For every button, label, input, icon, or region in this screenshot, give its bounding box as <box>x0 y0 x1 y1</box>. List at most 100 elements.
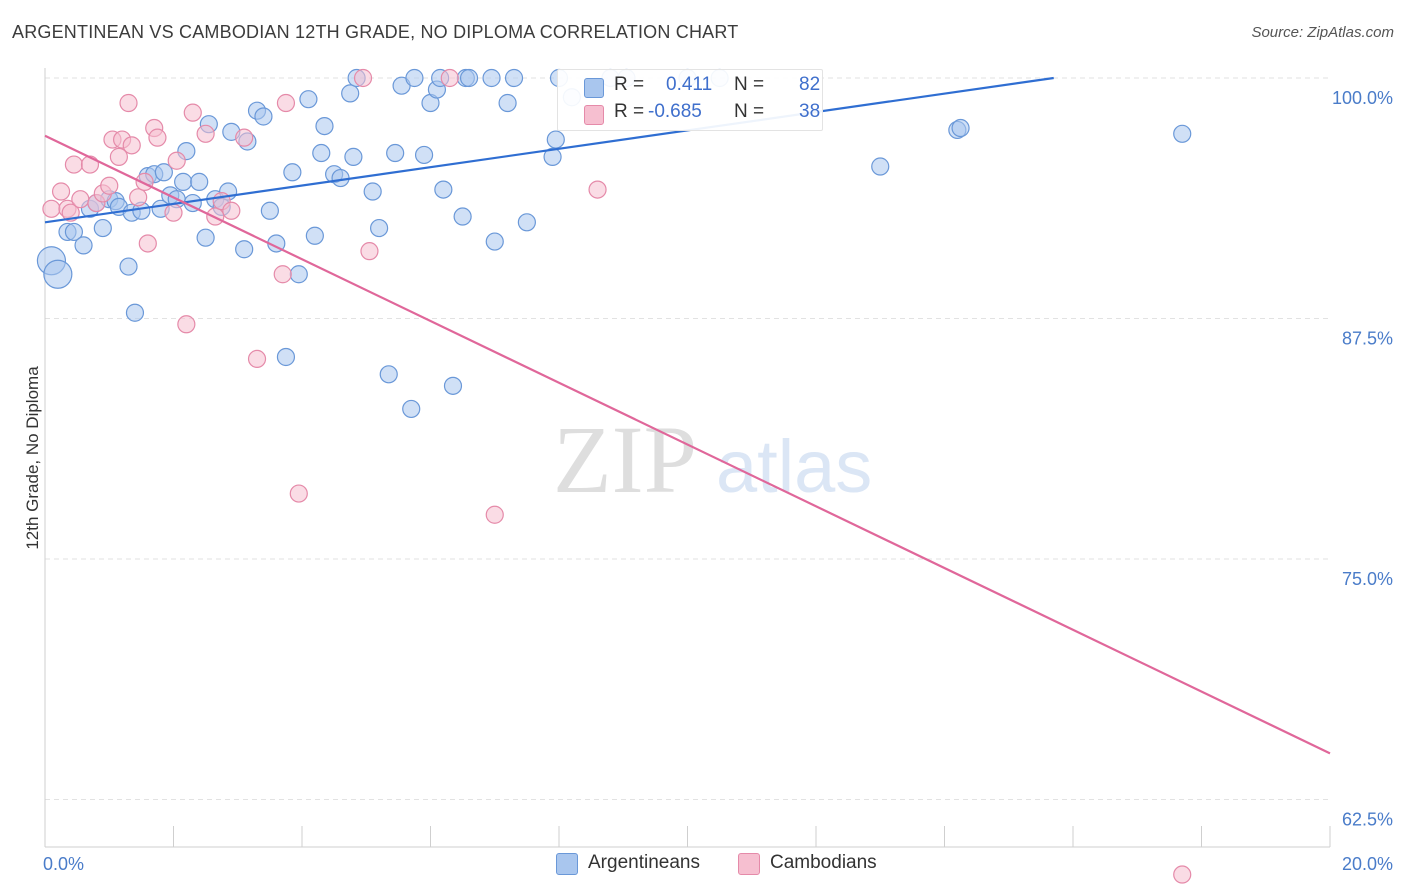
argentinean-point <box>119 257 138 276</box>
cambodian-point <box>42 199 61 218</box>
argentinean-point <box>276 347 296 367</box>
axes <box>44 68 1331 848</box>
cambodian-point <box>71 190 90 209</box>
argentinean-point <box>951 118 970 138</box>
cambodian-point <box>289 484 308 503</box>
argentinean-point <box>341 84 360 103</box>
cambodian-point <box>360 242 379 261</box>
bottom-legend-swatch-argentineans <box>556 853 578 875</box>
argentinean-point <box>363 182 382 201</box>
cambodian-point <box>276 93 296 113</box>
legend-n-value: 82 <box>799 74 821 95</box>
cambodian-point <box>119 93 138 113</box>
argentinean-point <box>414 145 434 165</box>
legend-r-label: R = <box>614 74 645 95</box>
argentinean-point <box>154 163 173 182</box>
argentinean-point <box>459 68 479 88</box>
legend-r-label: R = <box>614 101 645 122</box>
argentinean-point <box>370 218 389 238</box>
cambodian-point <box>235 128 254 147</box>
cambodian-point <box>51 182 71 201</box>
argentinean-point <box>235 240 254 259</box>
watermark-atlas: atlas <box>716 425 872 508</box>
cambodian-point <box>440 68 459 88</box>
argentinean-point <box>504 68 524 88</box>
x-tick-label: 0.0% <box>43 854 84 874</box>
argentinean-point <box>379 365 398 384</box>
argentinean-point <box>196 228 215 247</box>
y-axis-label: 12th Grade, No Diploma <box>23 366 42 550</box>
argentinean-point <box>344 147 363 166</box>
bottom-legend-swatch-cambodians <box>738 853 760 875</box>
argentinean-point <box>283 163 302 182</box>
tick-labels: 100.0% 87.5% 75.0% 62.5% 0.0% 20.0% <box>43 88 1393 874</box>
legend-swatch-argentineans <box>584 78 604 98</box>
legend-swatch-cambodians <box>584 105 604 125</box>
y-tick-label: 75.0% <box>1342 569 1393 589</box>
argentinean-point <box>443 376 463 395</box>
argentinean-point <box>453 207 472 226</box>
cambodians-trend-line <box>44 134 1331 755</box>
cambodian-point <box>109 147 128 166</box>
cambodian-point <box>196 124 215 143</box>
legend-r-value: -0.685 <box>648 101 702 122</box>
argentinean-point <box>260 201 279 220</box>
argentinean-point <box>386 143 405 163</box>
cambodian-point <box>167 151 186 170</box>
argentinean-point <box>174 172 193 191</box>
argentinean-point <box>434 180 453 199</box>
argentineans-trend-line <box>44 76 1054 224</box>
argentinean-point <box>871 157 890 176</box>
y-tick-label: 100.0% <box>1332 88 1393 108</box>
argentinean-point <box>254 107 273 126</box>
y-tick-label: 62.5% <box>1342 810 1393 830</box>
legend-n-label: N = <box>734 101 765 122</box>
cambodian-point <box>80 155 100 174</box>
x-tick-label: 20.0% <box>1342 854 1393 874</box>
source-credit: Source: ZipAtlas.com <box>1251 24 1394 41</box>
legend-n-value: 38 <box>799 101 821 122</box>
argentinean-point <box>405 68 424 88</box>
chart-title: ARGENTINEAN VS CAMBODIAN 12TH GRADE, NO … <box>12 22 739 42</box>
cambodian-point <box>177 315 196 334</box>
argentinean-point <box>485 232 504 251</box>
argentinean-point <box>1173 124 1192 143</box>
argentinean-point <box>482 68 501 88</box>
argentinean-point <box>43 259 73 289</box>
cambodian-point <box>1173 865 1192 884</box>
y-tick-label: 87.5% <box>1342 329 1393 349</box>
trend-lines <box>44 76 1331 755</box>
cambodian-point <box>273 265 292 284</box>
argentinean-point <box>546 130 565 149</box>
bottom-legend-label: Cambodians <box>770 852 877 873</box>
argentinean-point <box>312 143 331 163</box>
cambodian-point <box>100 176 119 195</box>
cambodian-point <box>183 103 202 122</box>
argentinean-point <box>305 226 324 245</box>
cambodian-point <box>247 349 267 369</box>
series-cambodians <box>42 68 1192 884</box>
cambodian-point <box>138 234 157 253</box>
watermark-zip: ZIP <box>553 406 697 513</box>
cambodian-point <box>485 505 504 524</box>
argentinean-point <box>331 168 350 188</box>
argentinean-point <box>517 213 536 232</box>
argentinean-point <box>543 147 562 166</box>
cambodian-point <box>164 203 183 222</box>
legend-n-label: N = <box>734 74 765 95</box>
argentinean-point <box>498 93 517 113</box>
argentinean-point <box>125 303 145 322</box>
argentinean-point <box>64 222 84 242</box>
legend-r-value: 0.411 <box>666 74 713 95</box>
cambodian-point <box>222 201 241 220</box>
stats-legend: R = 0.411 N = 82 R = -0.685 N = 38 <box>557 69 823 131</box>
argentinean-point <box>402 399 421 419</box>
argentinean-point <box>299 90 318 109</box>
cambodian-point <box>353 68 373 88</box>
cambodian-point <box>588 180 607 199</box>
watermark: ZIP atlas <box>553 406 872 513</box>
cambodian-point <box>129 188 148 207</box>
cambodian-point <box>122 136 141 155</box>
bottom-legend-label: Argentineans <box>588 852 700 873</box>
